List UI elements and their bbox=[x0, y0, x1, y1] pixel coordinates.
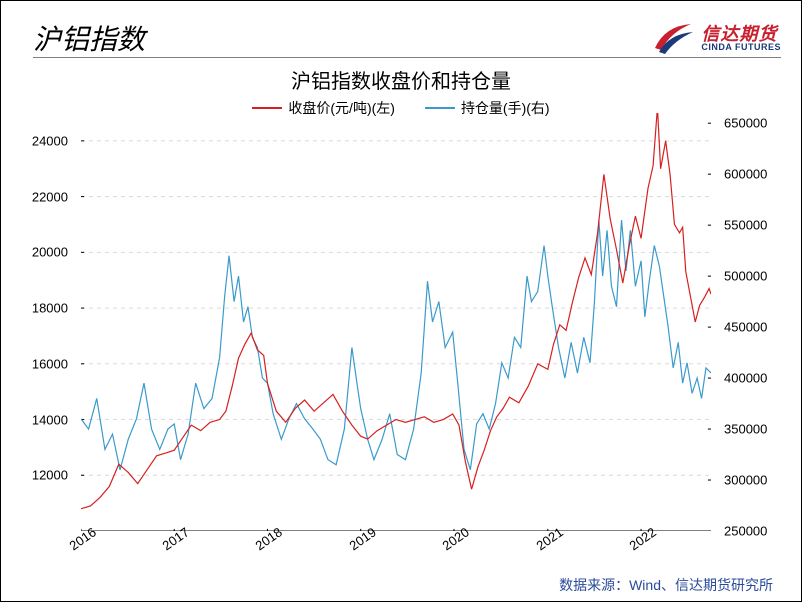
page-title: 沪铝指数 bbox=[33, 18, 145, 58]
legend-swatch-price bbox=[252, 107, 282, 109]
y-right-tick: 300000 bbox=[724, 473, 767, 488]
y-right-tick: 250000 bbox=[724, 524, 767, 539]
chart-plot bbox=[81, 113, 711, 531]
header-divider bbox=[33, 57, 781, 58]
y-left-tick: 24000 bbox=[32, 133, 68, 148]
logo-swoosh-icon bbox=[651, 18, 695, 58]
y-right-tick: 550000 bbox=[724, 218, 767, 233]
y-axis-right: 2500003000003500004000004500005000005500… bbox=[716, 113, 781, 531]
logo-en: CINDA FUTURES bbox=[701, 43, 781, 52]
y-right-tick: 500000 bbox=[724, 269, 767, 284]
y-left-tick: 16000 bbox=[32, 356, 68, 371]
legend-swatch-oi bbox=[425, 107, 455, 109]
y-right-tick: 350000 bbox=[724, 422, 767, 437]
y-left-tick: 20000 bbox=[32, 245, 68, 260]
brand-logo: 信达期货 CINDA FUTURES bbox=[651, 18, 781, 58]
y-right-tick: 650000 bbox=[724, 116, 767, 131]
header: 沪铝指数 信达期货 CINDA FUTURES bbox=[33, 13, 781, 63]
chart-container: 沪铝指数收盘价和持仓量 收盘价(元/吨)(左) 持仓量(手)(右) 120001… bbox=[21, 63, 781, 571]
logo-text: 信达期货 CINDA FUTURES bbox=[701, 25, 781, 52]
y-right-tick: 400000 bbox=[724, 371, 767, 386]
y-left-tick: 14000 bbox=[32, 412, 68, 427]
y-left-tick: 12000 bbox=[32, 468, 68, 483]
data-source: 数据来源：Wind、信达期货研究所 bbox=[559, 575, 773, 595]
y-right-tick: 450000 bbox=[724, 320, 767, 335]
chart-svg bbox=[81, 113, 711, 531]
x-axis: 2016201720182019202020212022 bbox=[81, 533, 711, 571]
y-right-tick: 600000 bbox=[724, 167, 767, 182]
logo-cn: 信达期货 bbox=[701, 25, 781, 43]
y-left-tick: 22000 bbox=[32, 189, 68, 204]
y-left-tick: 18000 bbox=[32, 301, 68, 316]
y-axis-left: 12000 14000 16000 18000 20000 22000 24000 bbox=[21, 113, 76, 531]
chart-title: 沪铝指数收盘价和持仓量 bbox=[21, 65, 781, 94]
